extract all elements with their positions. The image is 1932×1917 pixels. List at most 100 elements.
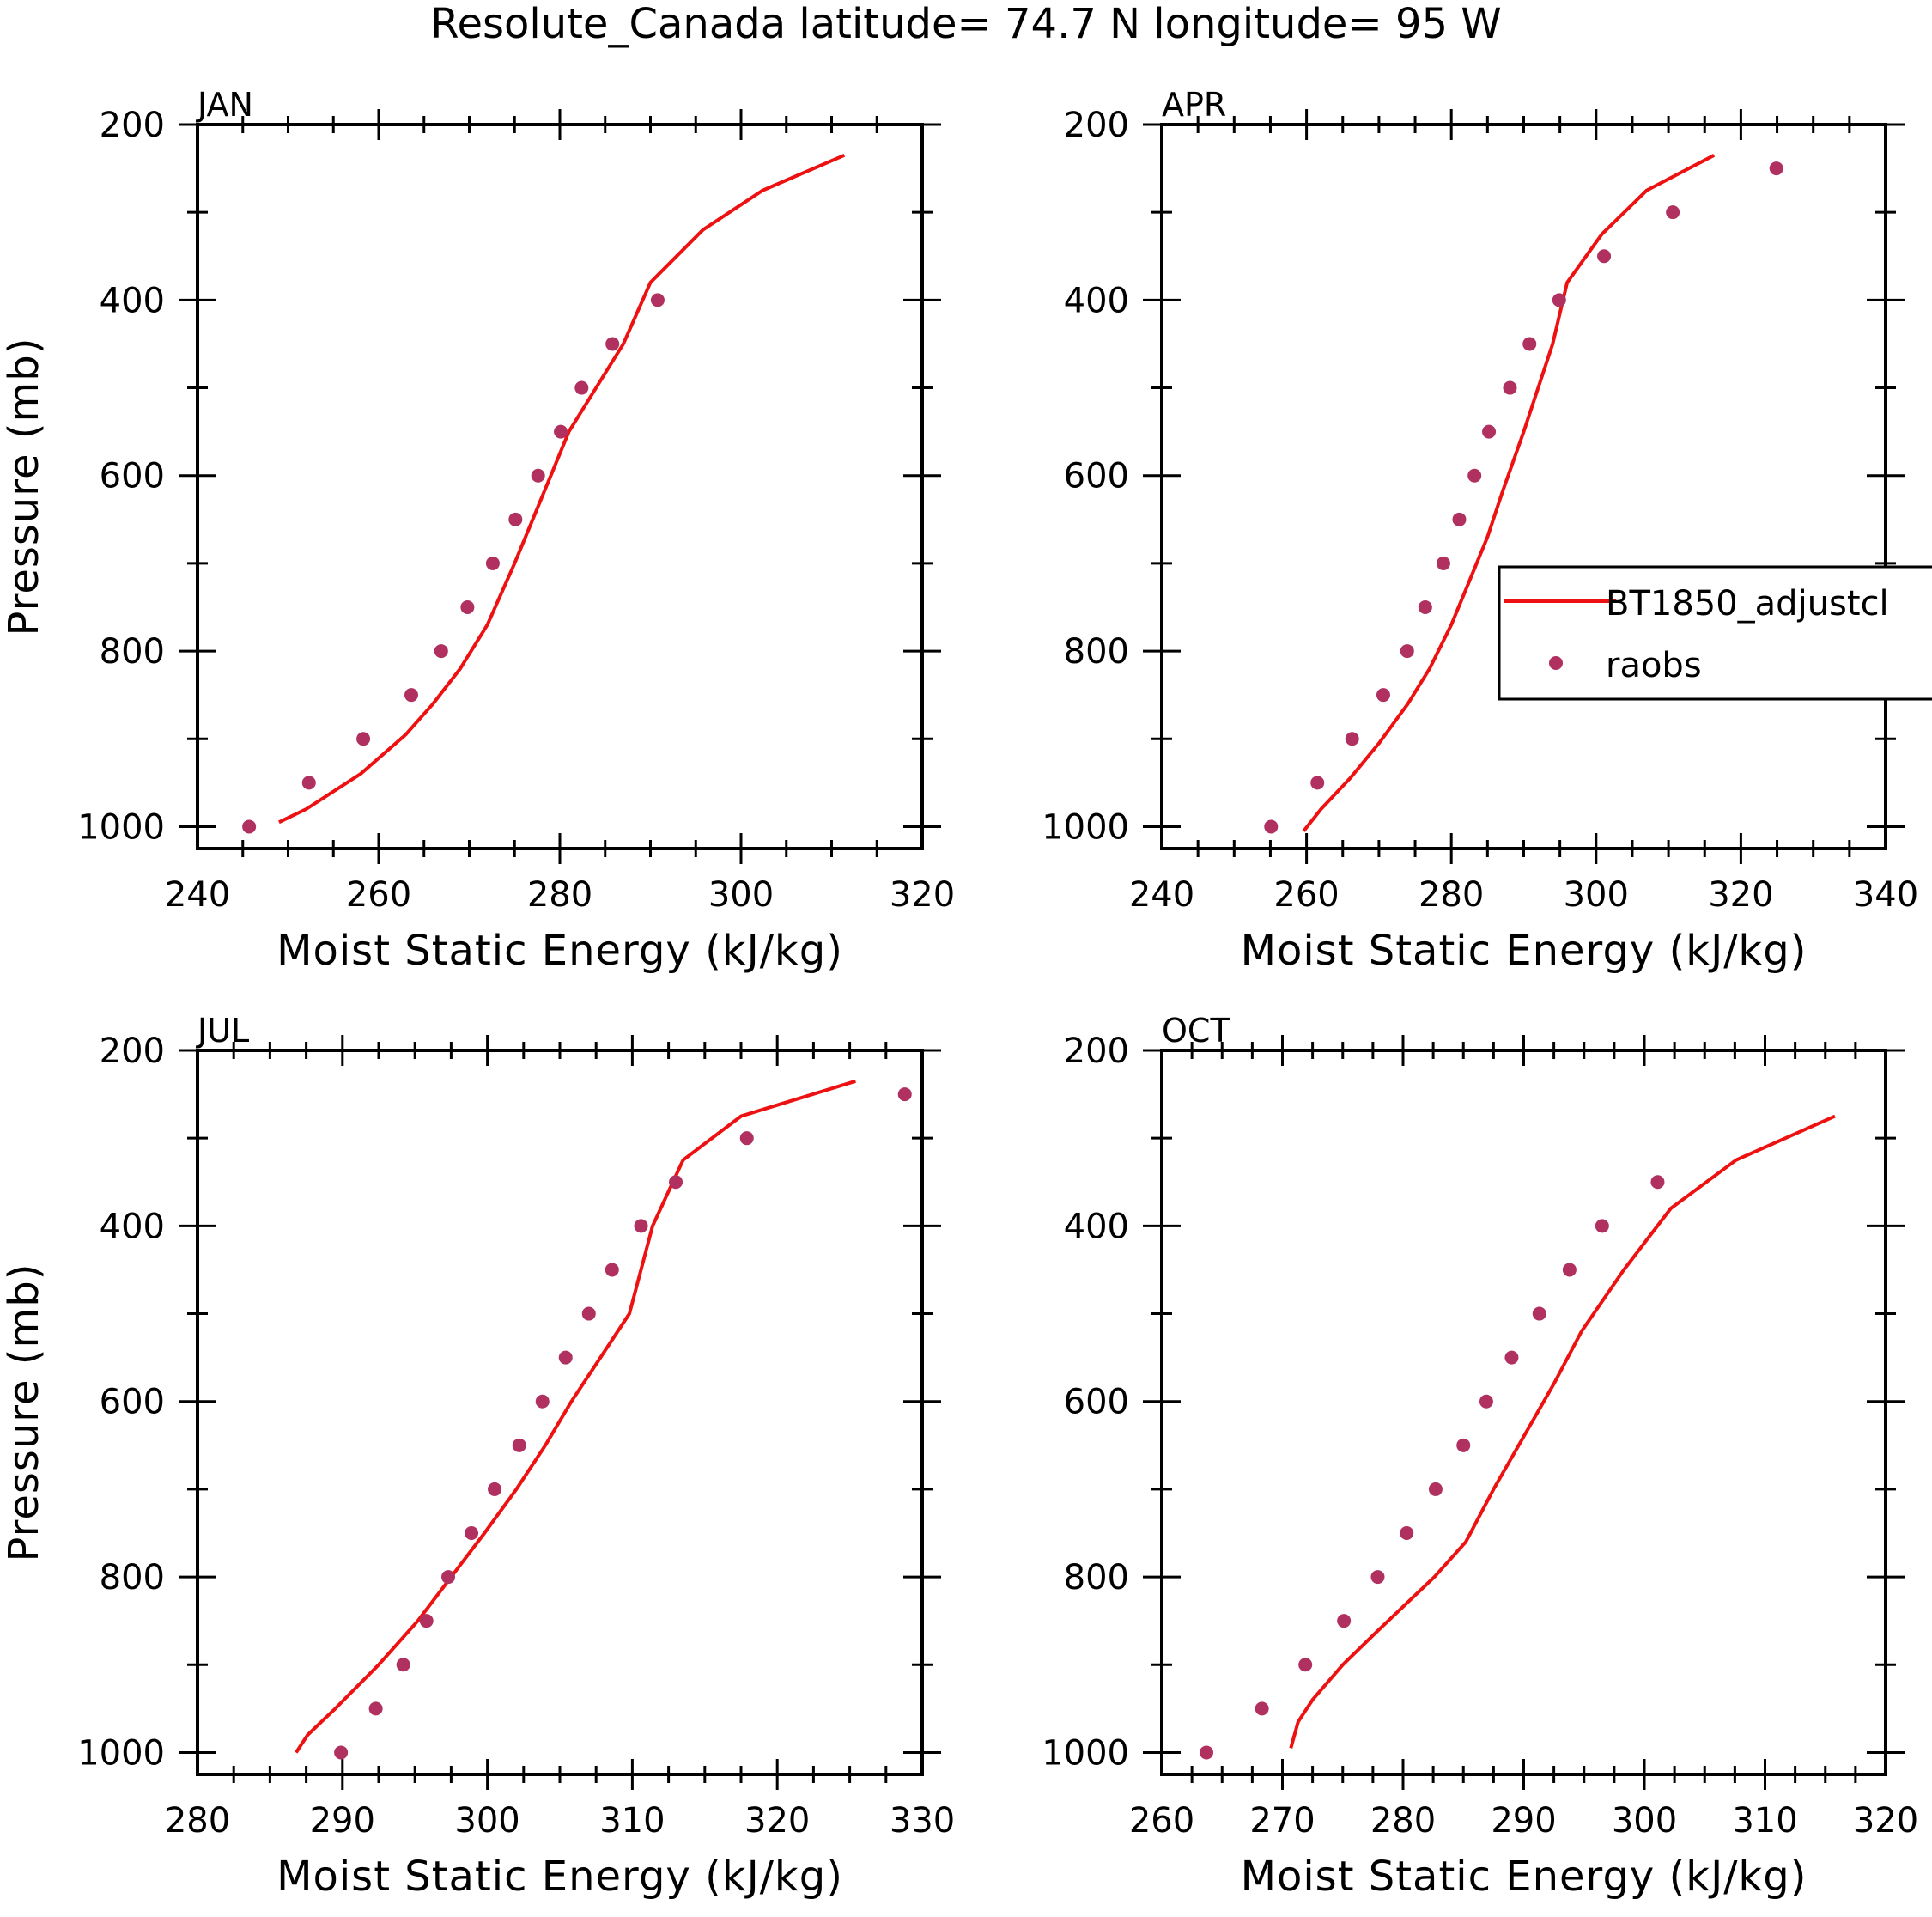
raobs-point xyxy=(605,337,620,351)
panel-label: OCT xyxy=(1162,1012,1230,1050)
x-tick-label: 320 xyxy=(1853,1801,1918,1841)
raobs-point xyxy=(242,819,257,834)
raobs-point xyxy=(634,1219,648,1233)
raobs-point xyxy=(1467,468,1482,483)
raobs-point xyxy=(356,732,371,746)
x-axis-label: Moist Static Energy (kJ/kg) xyxy=(1241,927,1807,975)
y-tick-label: 800 xyxy=(1064,1558,1129,1598)
raobs-point xyxy=(396,1658,410,1672)
chart-title: Resolute_Canada latitude= 74.7 N longitu… xyxy=(430,0,1501,48)
raobs-point xyxy=(739,1131,754,1146)
x-tick-label: 310 xyxy=(599,1801,665,1841)
y-tick-label: 400 xyxy=(1064,281,1129,320)
raobs-point xyxy=(1597,249,1612,264)
raobs-point xyxy=(1376,688,1390,703)
y-tick-label: 600 xyxy=(1064,457,1129,496)
raobs-point xyxy=(650,293,665,307)
x-tick-label: 300 xyxy=(1612,1801,1677,1841)
y-tick-label: 400 xyxy=(1064,1207,1129,1246)
panel-jan: JAN 240 260 280 300 320 200 400 600 800 1000 Moist … xyxy=(0,86,955,975)
raobs-point xyxy=(460,600,475,614)
x-tick-label: 320 xyxy=(890,875,955,915)
panel-label: JAN xyxy=(196,86,253,124)
raobs-point xyxy=(512,1438,526,1452)
series-line-model xyxy=(278,153,846,825)
raobs-point xyxy=(404,688,418,703)
raobs-point xyxy=(1562,1263,1577,1277)
plot-frame xyxy=(1160,1049,1887,1776)
raobs-point xyxy=(419,1614,434,1628)
x-tick-label: 300 xyxy=(454,1801,519,1841)
x-tick-label: 280 xyxy=(527,875,592,915)
raobs-point xyxy=(1504,1350,1519,1365)
y-tick-label: 200 xyxy=(100,1032,165,1071)
raobs-point xyxy=(1400,1526,1414,1540)
x-tick-label: 240 xyxy=(165,875,230,915)
x-tick-label: 260 xyxy=(1273,875,1339,915)
panel-label: APR xyxy=(1162,86,1226,124)
x-tick-label: 280 xyxy=(1370,1801,1436,1841)
y-tick-label: 600 xyxy=(1064,1383,1129,1422)
raobs-point xyxy=(1298,1658,1313,1672)
legend-marker-label: raobs xyxy=(1606,646,1702,685)
y-tick-label: 400 xyxy=(100,1207,165,1246)
raobs-point xyxy=(1482,424,1497,439)
x-tick-label: 320 xyxy=(744,1801,810,1841)
raobs-point xyxy=(1428,1482,1443,1496)
y-tick-label: 600 xyxy=(100,457,165,496)
y-tick-label: 1000 xyxy=(1042,807,1129,847)
legend-marker-swatch xyxy=(1549,656,1563,670)
raobs-point xyxy=(1552,293,1566,307)
raobs-point xyxy=(1769,161,1783,176)
plot-frame xyxy=(196,123,924,850)
raobs-point xyxy=(1199,1745,1213,1760)
raobs-point xyxy=(558,1350,573,1365)
y-tick-label: 800 xyxy=(100,632,165,672)
x-tick-label: 300 xyxy=(1564,875,1629,915)
raobs-point xyxy=(1400,644,1414,659)
raobs-point xyxy=(1310,776,1325,790)
x-tick-label: 290 xyxy=(310,1801,375,1841)
raobs-point xyxy=(465,1526,479,1540)
panel-apr: APR 240 260 280 300 320 340 200 400 600 800 1000 Moi… xyxy=(1042,86,1918,975)
x-tick-label: 280 xyxy=(165,1801,230,1841)
raobs-point xyxy=(605,1263,619,1277)
raobs-point xyxy=(574,380,589,395)
x-tick-label: 310 xyxy=(1732,1801,1797,1841)
x-tick-label: 280 xyxy=(1419,875,1484,915)
series-line-model xyxy=(1289,1114,1836,1749)
y-axis-label: Pressure (mb) xyxy=(0,338,48,636)
x-tick-label: 290 xyxy=(1491,1801,1556,1841)
plot-frame xyxy=(196,1049,924,1776)
y-tick-label: 200 xyxy=(100,106,165,145)
y-tick-label: 1000 xyxy=(77,807,165,847)
x-axis-label: Moist Static Energy (kJ/kg) xyxy=(276,1853,843,1901)
raobs-point xyxy=(581,1306,596,1321)
raobs-point xyxy=(1522,337,1537,351)
x-tick-label: 320 xyxy=(1708,875,1773,915)
y-tick-label: 200 xyxy=(1064,106,1129,145)
raobs-point xyxy=(1595,1219,1609,1233)
raobs-point xyxy=(1503,380,1517,395)
y-tick-label: 1000 xyxy=(1042,1733,1129,1773)
raobs-point xyxy=(485,556,500,570)
y-tick-label: 800 xyxy=(1064,632,1129,672)
raobs-point xyxy=(669,1175,683,1190)
raobs-point xyxy=(1650,1175,1665,1190)
x-tick-label: 330 xyxy=(890,1801,955,1841)
raobs-point xyxy=(441,1570,456,1585)
x-tick-label: 340 xyxy=(1853,875,1918,915)
panel-label: JUL xyxy=(196,1012,249,1050)
y-axis-label: Pressure (mb) xyxy=(0,1263,48,1562)
series-line-model xyxy=(295,1079,856,1754)
raobs-point xyxy=(1666,205,1680,220)
raobs-point xyxy=(897,1087,912,1102)
x-tick-label: 240 xyxy=(1129,875,1194,915)
raobs-point xyxy=(1456,1438,1471,1452)
raobs-point xyxy=(1255,1701,1269,1716)
raobs-point xyxy=(301,776,316,790)
raobs-point xyxy=(368,1701,383,1716)
series-line-model xyxy=(1302,154,1716,832)
